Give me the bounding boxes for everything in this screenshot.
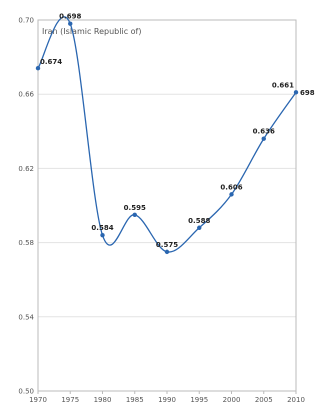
data-point <box>261 136 266 141</box>
data-point <box>164 249 170 255</box>
data-label: 0.661 <box>272 81 294 89</box>
x-tick-label: 2005 <box>255 396 273 404</box>
data-label: 0.584 <box>91 224 113 232</box>
y-tick-label: 0.70 <box>18 17 34 25</box>
y-tick-label: 0.58 <box>18 239 34 247</box>
end-value-label: 698 <box>300 89 315 97</box>
x-tick-label: 2010 <box>287 396 305 404</box>
x-tick-label: 1985 <box>126 396 144 404</box>
x-tick-label: 1970 <box>29 396 47 404</box>
data-point <box>132 212 137 217</box>
data-point <box>293 90 299 95</box>
data-label: 0.636 <box>253 128 275 136</box>
y-tick-label: 0.62 <box>18 165 34 173</box>
data-label: 0.674 <box>40 58 62 66</box>
y-tick-label: 0.50 <box>18 388 34 396</box>
data-points <box>35 21 299 255</box>
series-line <box>37 16 297 253</box>
data-label: 0.575 <box>156 241 178 249</box>
data-label: 0.698 <box>59 13 81 21</box>
data-point <box>35 66 41 71</box>
y-axis-ticks: 0.50 0.54 0.58 0.62 0.66 0.70 <box>18 17 34 396</box>
data-point <box>68 21 73 26</box>
x-axis-ticks: 1970 1975 1980 1985 1990 1995 2000 2005 2010 <box>29 391 305 404</box>
x-tick-label: 1980 <box>94 396 112 404</box>
x-tick-label: 1995 <box>190 396 208 404</box>
y-tick-label: 0.54 <box>18 313 34 321</box>
data-point <box>197 225 202 230</box>
x-tick-label: 2000 <box>223 396 241 404</box>
data-label: 0.595 <box>124 204 146 212</box>
x-tick-label: 1975 <box>61 396 79 404</box>
data-label: 0.606 <box>220 183 242 191</box>
gridlines <box>38 93 296 318</box>
data-point <box>100 232 105 238</box>
plot-caption: Iran (Islamic Republic of) <box>42 27 141 36</box>
y-tick-label: 0.66 <box>18 91 34 99</box>
data-point <box>229 192 234 197</box>
data-labels: 0.674 0.698 0.584 0.595 0.575 0.588 0.606 0.636… <box>40 13 294 249</box>
data-label: 0.588 <box>188 217 210 225</box>
x-tick-label: 1990 <box>158 396 176 404</box>
